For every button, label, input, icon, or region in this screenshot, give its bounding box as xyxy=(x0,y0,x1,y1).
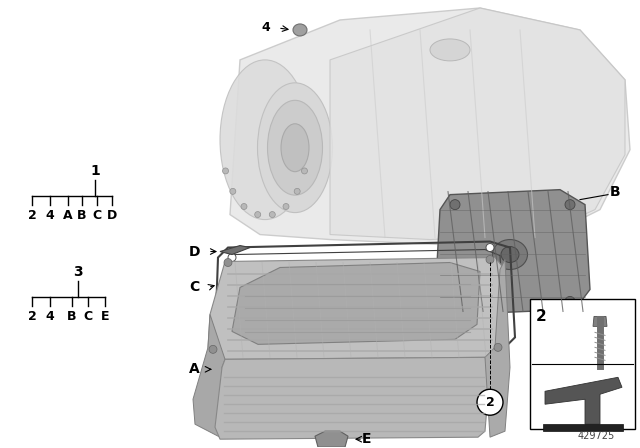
Circle shape xyxy=(477,389,503,415)
Text: A: A xyxy=(63,209,73,222)
Circle shape xyxy=(486,244,494,251)
Polygon shape xyxy=(593,316,607,327)
Text: C: C xyxy=(92,209,102,222)
Circle shape xyxy=(209,345,217,353)
Circle shape xyxy=(486,255,494,263)
Polygon shape xyxy=(232,263,480,345)
Text: C: C xyxy=(83,310,93,323)
Circle shape xyxy=(494,343,502,351)
Text: C: C xyxy=(189,280,200,294)
Ellipse shape xyxy=(268,100,323,195)
Polygon shape xyxy=(193,314,225,437)
Circle shape xyxy=(565,297,575,306)
Circle shape xyxy=(269,211,275,218)
Polygon shape xyxy=(330,8,625,240)
Circle shape xyxy=(450,297,460,306)
Ellipse shape xyxy=(281,124,309,172)
Ellipse shape xyxy=(220,60,310,220)
Circle shape xyxy=(301,168,307,174)
Polygon shape xyxy=(208,258,505,359)
Text: 4: 4 xyxy=(45,209,54,222)
Circle shape xyxy=(228,254,236,262)
Circle shape xyxy=(230,188,236,194)
Text: 2: 2 xyxy=(28,310,36,323)
Polygon shape xyxy=(435,190,590,314)
Polygon shape xyxy=(230,8,630,245)
Circle shape xyxy=(241,203,247,210)
Text: D: D xyxy=(107,209,117,222)
Polygon shape xyxy=(315,431,348,447)
Circle shape xyxy=(496,337,504,345)
Circle shape xyxy=(223,168,228,174)
Circle shape xyxy=(224,343,232,351)
Ellipse shape xyxy=(430,39,470,61)
Circle shape xyxy=(565,200,575,210)
Text: A: A xyxy=(189,362,200,376)
Text: B: B xyxy=(610,185,621,198)
Text: 3: 3 xyxy=(73,266,83,280)
Text: E: E xyxy=(362,432,371,446)
Polygon shape xyxy=(485,259,510,437)
Text: 2: 2 xyxy=(486,396,494,409)
Ellipse shape xyxy=(293,24,307,36)
Ellipse shape xyxy=(501,246,519,263)
Circle shape xyxy=(283,203,289,210)
Ellipse shape xyxy=(493,240,527,270)
Circle shape xyxy=(255,211,260,218)
Text: 429725: 429725 xyxy=(578,431,615,441)
Circle shape xyxy=(294,188,300,194)
Polygon shape xyxy=(215,358,490,439)
Polygon shape xyxy=(545,377,622,424)
Text: 2: 2 xyxy=(536,310,547,324)
Text: 2: 2 xyxy=(28,209,36,222)
Polygon shape xyxy=(220,246,250,254)
Text: 1: 1 xyxy=(90,164,100,178)
Circle shape xyxy=(224,258,232,267)
Circle shape xyxy=(450,200,460,210)
Bar xyxy=(543,424,623,431)
Text: B: B xyxy=(67,310,77,323)
Text: 4: 4 xyxy=(45,310,54,323)
Text: D: D xyxy=(189,245,200,258)
Bar xyxy=(530,299,635,429)
Ellipse shape xyxy=(257,83,333,213)
Text: E: E xyxy=(100,310,109,323)
Text: 4: 4 xyxy=(261,22,270,34)
Text: B: B xyxy=(77,209,87,222)
